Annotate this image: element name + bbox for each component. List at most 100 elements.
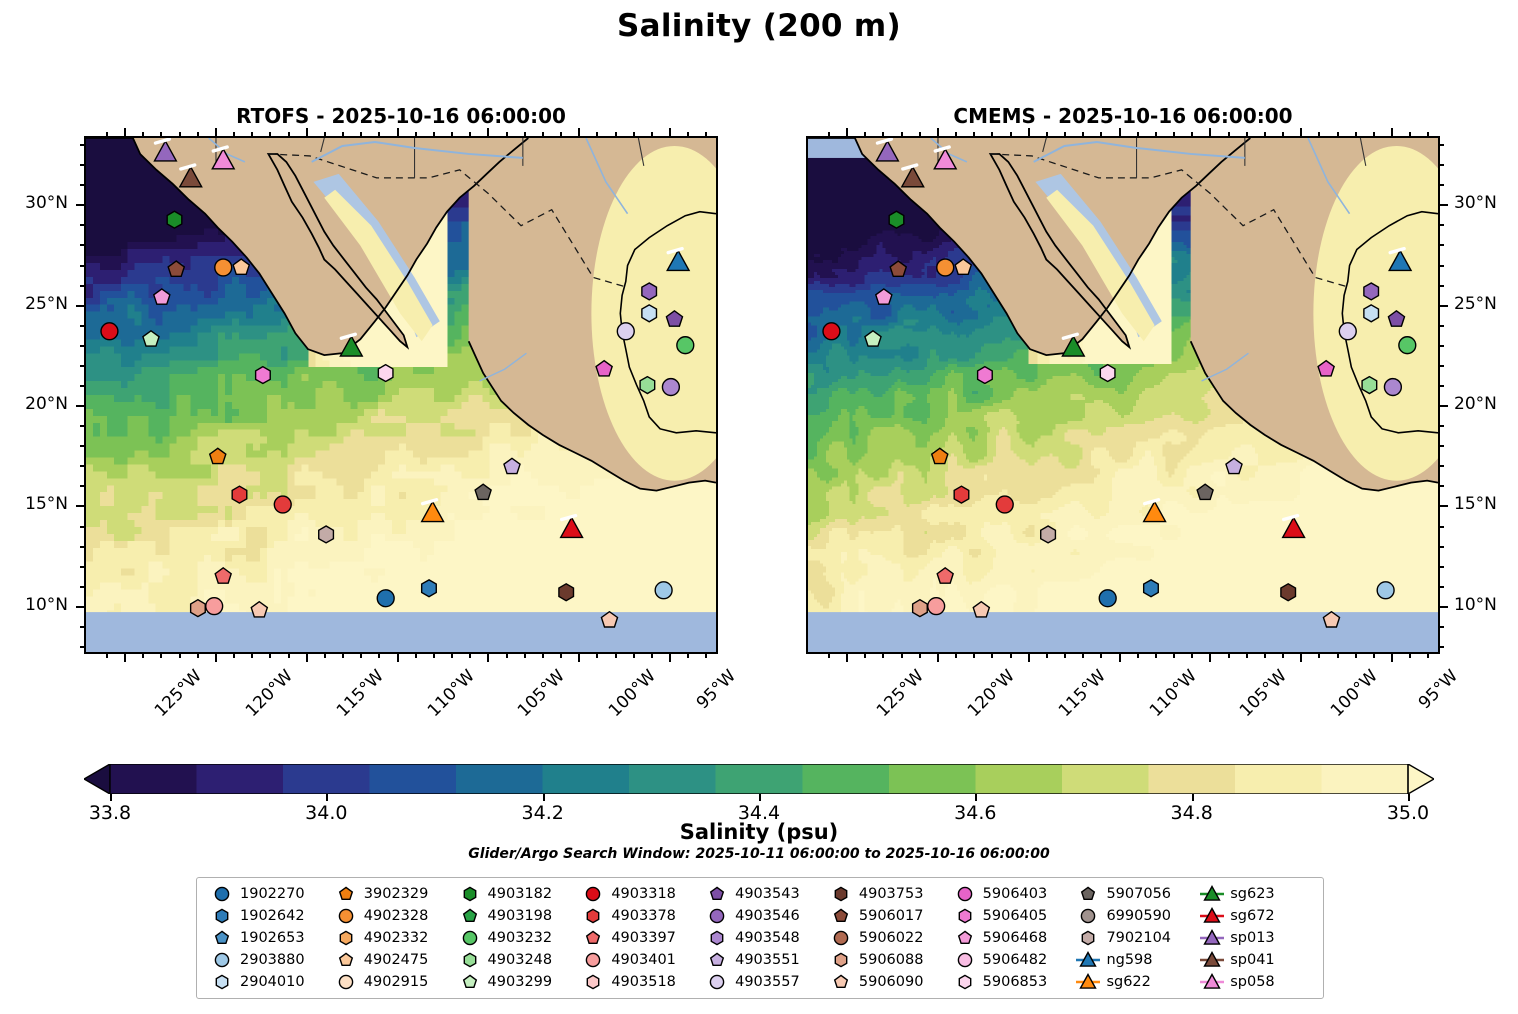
legend-item[interactable]: sp058 bbox=[1193, 971, 1317, 993]
legend-item[interactable]: 7902104 bbox=[1069, 927, 1193, 949]
legend-item[interactable]: 5906482 bbox=[946, 949, 1070, 971]
legend-item-label: 5906022 bbox=[859, 930, 924, 946]
legend-item[interactable]: 5906853 bbox=[946, 971, 1070, 993]
ytick-minor bbox=[80, 224, 84, 227]
legend-item-label: 4903182 bbox=[488, 886, 553, 902]
xtick-minor bbox=[233, 654, 235, 658]
legend-item[interactable]: 4902328 bbox=[327, 905, 451, 927]
xtick-minor-top bbox=[1354, 132, 1357, 136]
map-panel-rtofs[interactable] bbox=[84, 136, 718, 654]
legend-marker-icon bbox=[463, 952, 476, 968]
xtick-major bbox=[124, 654, 126, 662]
legend-item[interactable]: 4903232 bbox=[451, 927, 575, 949]
ytick-minor bbox=[1440, 324, 1444, 327]
legend-item[interactable]: 4903182 bbox=[451, 883, 575, 905]
legend-item[interactable]: 4903543 bbox=[698, 883, 822, 905]
legend-item[interactable]: sg623 bbox=[1193, 883, 1317, 905]
legend-item[interactable]: 5906403 bbox=[946, 883, 1070, 905]
xtick-minor-top bbox=[596, 132, 599, 136]
colorbar[interactable]: 33.8 34.0 34.2 34.4 34.6 34.8 35.0 bbox=[84, 764, 1434, 824]
legend-item[interactable]: ng598 bbox=[1069, 949, 1193, 971]
xtick-minor bbox=[1173, 654, 1175, 658]
search-window-text: Glider/Argo Search Window: 2025-10-11 06… bbox=[0, 846, 1518, 862]
xtick-minor bbox=[1045, 654, 1048, 658]
legend-marker-icon bbox=[214, 952, 230, 968]
xtick-minor bbox=[1372, 654, 1375, 658]
legend-item[interactable]: 4903551 bbox=[698, 949, 822, 971]
xtick-minor bbox=[1409, 654, 1412, 658]
legend-item-label: 4903753 bbox=[859, 886, 924, 902]
xtick-minor-top bbox=[269, 132, 272, 136]
legend-item[interactable]: 4903546 bbox=[698, 905, 822, 927]
legend-item[interactable]: 4903248 bbox=[451, 949, 575, 971]
legend-item[interactable]: 4903299 bbox=[451, 971, 575, 993]
legend-item[interactable]: 4903518 bbox=[574, 971, 698, 993]
ytick-minor bbox=[80, 545, 84, 548]
ytick-minor bbox=[1440, 284, 1444, 287]
ytick-minor bbox=[80, 264, 84, 267]
legend-item[interactable]: 3902329 bbox=[327, 883, 451, 905]
xtick-minor-top bbox=[523, 132, 526, 136]
legend-item[interactable]: 4903753 bbox=[822, 883, 946, 905]
legend-item[interactable]: 5906022 bbox=[822, 927, 946, 949]
legend-item-label: 4903548 bbox=[735, 930, 800, 946]
xtick-label: 100°W bbox=[1327, 666, 1382, 721]
legend-item[interactable]: 4903198 bbox=[451, 905, 575, 927]
legend-item[interactable]: 4903401 bbox=[574, 949, 698, 971]
legend-marker-icon bbox=[462, 908, 477, 923]
legend-item[interactable]: 1902642 bbox=[203, 905, 327, 927]
xtick-major-top bbox=[1209, 128, 1212, 136]
legend-item[interactable]: 4903548 bbox=[698, 927, 822, 949]
xtick-minor bbox=[342, 654, 344, 658]
legend-item[interactable]: 6990590 bbox=[1069, 905, 1193, 927]
colorbar-tick bbox=[542, 794, 545, 801]
legend-item[interactable]: 4903378 bbox=[574, 905, 698, 927]
legend-item[interactable]: 5906017 bbox=[822, 905, 946, 927]
legend-marker-icon bbox=[214, 930, 230, 945]
map-panel-cmems[interactable] bbox=[806, 136, 1440, 654]
ytick-label: 20°N bbox=[0, 394, 68, 414]
legend-item-label: 4903401 bbox=[611, 952, 676, 968]
legend-marker-icon bbox=[1082, 930, 1095, 946]
legend-marker-icon bbox=[586, 952, 601, 968]
xtick-minor bbox=[918, 654, 921, 658]
legend-item[interactable]: 4903397 bbox=[574, 927, 698, 949]
legend-item[interactable]: 4902332 bbox=[327, 927, 451, 949]
legend-item[interactable]: 4903557 bbox=[698, 971, 822, 993]
xtick-minor-top bbox=[451, 132, 453, 136]
legend-item[interactable]: sp041 bbox=[1193, 949, 1317, 971]
legend-item[interactable]: 4902915 bbox=[327, 971, 451, 993]
ytick-minor bbox=[1440, 445, 1444, 448]
legend-item-label: 1902653 bbox=[240, 930, 305, 946]
legend-item[interactable]: 4903318 bbox=[574, 883, 698, 905]
xtick-label: 95°W bbox=[693, 666, 740, 713]
legend-item[interactable]: 2903880 bbox=[203, 949, 327, 971]
legend-item[interactable]: 4902475 bbox=[327, 949, 451, 971]
xtick-label: 125°W bbox=[873, 666, 928, 721]
legend-item[interactable]: 1902653 bbox=[203, 927, 327, 949]
colorbar-tick bbox=[110, 794, 112, 801]
xtick-minor-top bbox=[1336, 132, 1339, 136]
xtick-major-top bbox=[124, 128, 126, 136]
legend-item[interactable]: sp013 bbox=[1193, 927, 1317, 949]
legend-marker-icon bbox=[338, 974, 354, 990]
legend-item[interactable]: 5906090 bbox=[822, 971, 946, 993]
xtick-minor bbox=[991, 654, 994, 658]
legend-item[interactable]: 5906088 bbox=[822, 949, 946, 971]
legend-item[interactable]: 5906468 bbox=[946, 927, 1070, 949]
legend-item[interactable]: sg622 bbox=[1069, 971, 1193, 993]
legend-item-label: 4903518 bbox=[611, 974, 676, 990]
legend-item[interactable]: sg672 bbox=[1193, 905, 1317, 927]
legend-marker-icon bbox=[958, 908, 972, 924]
legend-marker-icon bbox=[1081, 886, 1096, 901]
legend-item-label: sg672 bbox=[1230, 908, 1274, 924]
ytick-minor bbox=[1440, 385, 1444, 387]
ytick-minor bbox=[80, 465, 84, 468]
xtick-minor-top bbox=[705, 132, 708, 136]
legend-item[interactable]: 2904010 bbox=[203, 971, 327, 993]
ytick-minor bbox=[80, 324, 84, 327]
legend-item[interactable]: 1902270 bbox=[203, 883, 327, 905]
legend-item[interactable]: 5906405 bbox=[946, 905, 1070, 927]
xtick-label: 115°W bbox=[333, 666, 388, 721]
legend-item[interactable]: 5907056 bbox=[1069, 883, 1193, 905]
